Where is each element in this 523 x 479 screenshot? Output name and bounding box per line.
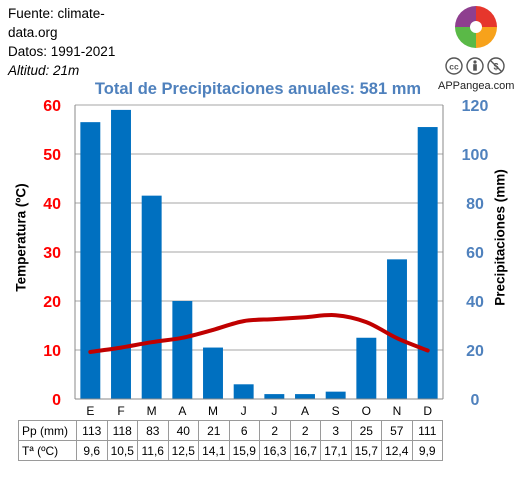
table-cell: 6 (228, 420, 260, 441)
y-tick-left: 30 (43, 245, 61, 262)
table-cell: 113 (76, 420, 108, 441)
y-tick-left: 40 (43, 196, 61, 213)
table-row: Pp (mm) 113 118 83 40 21 6 2 2 3 25 57 111 (18, 420, 443, 441)
precip-bar (325, 391, 346, 399)
x-tick-label: J (271, 404, 277, 418)
y-axis-right-label: Precipitaciones (mm) (492, 169, 508, 306)
source-info: Fuente: climate- data.org Datos: 1991-20… (8, 4, 115, 80)
y-tick-right: 20 (466, 343, 484, 360)
svg-text:cc: cc (449, 62, 459, 72)
precip-bar (111, 109, 131, 400)
y-tick-right: 40 (466, 294, 484, 311)
x-tick-label: E (86, 404, 94, 418)
y-tick-right: 100 (462, 147, 489, 164)
precip-bar (203, 347, 223, 399)
precipitation-bars (80, 109, 438, 400)
x-tick-label: D (423, 404, 432, 418)
table-cell: 2 (289, 420, 321, 441)
table-cell: 40 (167, 420, 199, 441)
noncommercial-icon: $ (487, 57, 505, 75)
y-tick-left: 50 (43, 147, 61, 164)
y-tick-right: 0 (471, 392, 480, 409)
temperature-line-group (88, 313, 430, 354)
x-tick-label: J (241, 404, 247, 418)
x-tick-label: S (332, 404, 340, 418)
x-tick-label: A (178, 404, 186, 418)
table-cell: 10,5 (106, 440, 138, 461)
license-icons: cc $ (445, 57, 505, 75)
chart-title: Total de Precipitaciones anuales: 581 mm (94, 80, 422, 98)
table-cell: 9,6 (76, 440, 108, 461)
axes: 0 10 20 30 40 50 60 0 20 40 60 80 100 120 E F M A M J J A S O N D (43, 98, 488, 418)
y-tick-right: 60 (466, 245, 484, 262)
appangea-logo-icon (455, 6, 497, 48)
x-tick-label: O (362, 404, 371, 418)
table-cell: 2 (259, 420, 291, 441)
x-tick-label: N (393, 404, 402, 418)
precip-bar (356, 337, 377, 399)
row-label: Tª (ºC) (18, 440, 77, 461)
row-label: Pp (mm) (18, 420, 77, 441)
y-tick-right: 120 (462, 98, 489, 115)
x-tick-label: M (208, 404, 218, 418)
precip-bar (295, 394, 315, 399)
y-tick-left: 20 (43, 294, 61, 311)
table-cell: 111 (411, 420, 443, 441)
precip-bar (80, 122, 101, 400)
brand-name: APPangea.com (438, 80, 515, 92)
table-cell: 11,6 (137, 440, 169, 461)
creative-commons-icon: cc (445, 57, 463, 75)
table-cell: 118 (106, 420, 138, 441)
table-cell: 9,9 (411, 440, 443, 461)
precip-bar (141, 195, 162, 399)
y-tick-left: 10 (43, 343, 61, 360)
grid-lines (75, 104, 443, 351)
temperature-line (88, 313, 430, 354)
precip-bar (417, 127, 438, 400)
table-cell: 14,1 (198, 440, 230, 461)
x-tick-label: A (301, 404, 309, 418)
precip-bar (172, 301, 193, 399)
precip-bar (233, 384, 254, 399)
table-cell: 57 (381, 420, 413, 441)
table-cell: 16,3 (259, 440, 291, 461)
y-tick-left: 60 (43, 98, 61, 115)
precip-bar (387, 259, 407, 399)
table-cell: 15,9 (228, 440, 260, 461)
table-cell: 12,5 (167, 440, 199, 461)
table-row: Tª (ºC) 9,6 10,5 11,6 12,5 14,1 15,9 16,3 16,7 17… (18, 440, 443, 461)
x-tick-label: M (147, 404, 157, 418)
source-line-3: Datos: 1991-2021 (8, 44, 116, 59)
table-cell: 15,7 (350, 440, 382, 461)
table-cell: 3 (320, 420, 352, 441)
data-table: Pp (mm) 113 118 83 40 21 6 2 2 3 25 57 111 Tª (ºC) 9,6… (18, 420, 443, 461)
altitude-label: Altitud: 21m (8, 63, 80, 78)
attribution-icon (466, 57, 484, 75)
table-cell: 16,7 (289, 440, 321, 461)
source-line-2: data.org (8, 25, 58, 40)
y-tick-left: 0 (52, 392, 61, 409)
y-axis-left-label: Temperatura (ºC) (13, 183, 29, 292)
table-cell: 21 (198, 420, 230, 441)
climate-chart: 0 10 20 30 40 50 60 0 20 40 60 80 100 120 E F M A M J J A S O N D (43, 98, 488, 418)
table-cell: 83 (137, 420, 169, 441)
table-cell: 17,1 (320, 440, 352, 461)
table-cell: 12,4 (381, 440, 413, 461)
table-cell: 25 (350, 420, 382, 441)
x-tick-label: F (117, 404, 124, 418)
y-tick-right: 80 (466, 196, 484, 213)
precip-bar (264, 394, 285, 399)
source-line-1: Fuente: climate- (8, 6, 105, 21)
